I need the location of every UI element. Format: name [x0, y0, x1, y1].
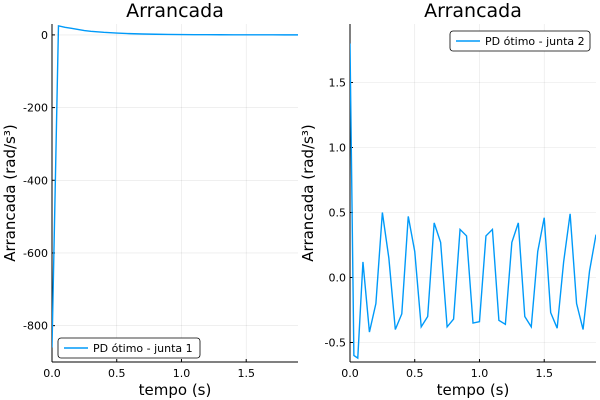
- x-tick-label: 0.0: [341, 367, 359, 380]
- x-tick-label: 0.5: [108, 367, 126, 380]
- y-tick-label: -600: [23, 247, 48, 260]
- y-tick-label: 0.0: [329, 272, 347, 285]
- x-tick-label: 1.5: [535, 367, 553, 380]
- x-axis-label: tempo (s): [437, 381, 510, 399]
- x-tick-label: 1.0: [173, 367, 191, 380]
- y-axis-label: Arrancada (rad/s³): [299, 124, 317, 261]
- legend-box: [57, 337, 201, 359]
- x-tick-label: 0.0: [43, 367, 61, 380]
- series-line: [52, 24, 298, 348]
- chart-title: Arrancada: [424, 0, 522, 22]
- chart-panel-2: 0.0 0.5 1.0 1.5 -0.5 0.0 0.5 1.0 1.5 Arrancada tem…: [299, 0, 596, 399]
- y-tick-label: 0: [41, 29, 48, 42]
- y-tick-label: -0.5: [325, 337, 346, 350]
- x-tick-label: 1.5: [237, 367, 255, 380]
- legend: PD ótimo - junta 2: [449, 30, 591, 52]
- legend-label: PD ótimo - junta 1: [93, 342, 193, 355]
- x-axis-label: tempo (s): [139, 381, 212, 399]
- x-tick-label: 1.0: [471, 367, 489, 380]
- legend-box: [449, 30, 591, 52]
- y-tick-label: 0.5: [329, 207, 347, 220]
- legend-label: PD ótimo - junta 2: [485, 35, 585, 48]
- y-tick-label: -400: [23, 174, 48, 187]
- chart-title: Arrancada: [126, 0, 224, 22]
- series-line: [350, 43, 596, 360]
- y-tick-label: -800: [23, 320, 48, 333]
- chart-panel-1: 0.0 0.5 1.0 1.5 -800 -600 -400 -200 0 Arrancada te…: [1, 0, 298, 399]
- legend: PD ótimo - junta 1: [57, 337, 201, 359]
- y-axis-label: Arrancada (rad/s³): [1, 124, 19, 261]
- y-tick-label: 1.5: [329, 77, 347, 90]
- y-tick-label: -200: [23, 102, 48, 115]
- y-tick-label: 1.0: [329, 142, 347, 155]
- x-tick-label: 0.5: [406, 367, 424, 380]
